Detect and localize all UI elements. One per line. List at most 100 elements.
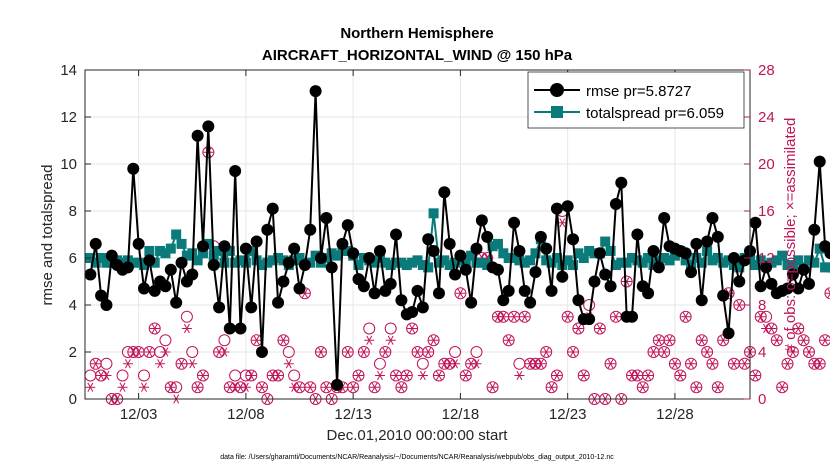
obs-possible-point (100, 357, 113, 370)
rmse-point (357, 280, 370, 293)
obs-assimilated-point (621, 276, 632, 287)
asterisk-stroke (757, 312, 764, 322)
totalspread-point (412, 255, 423, 266)
asterisk-stroke (189, 359, 196, 369)
asterisk-stroke (709, 359, 716, 369)
totalspread-point (171, 229, 182, 240)
obs-assimilated-point (294, 382, 305, 392)
obs-possible-point (218, 334, 231, 347)
obs-assimilated-point (691, 382, 702, 392)
legend-box (527, 71, 745, 129)
asterisk-stroke (516, 370, 523, 381)
obs-assimilated-point (305, 382, 316, 392)
obs-possible-point (422, 346, 435, 358)
obs-possible-point (706, 357, 719, 370)
totalspread-point (712, 253, 723, 263)
obs-assimilated-point (187, 359, 198, 369)
rmse-point (255, 346, 268, 358)
rmse-point (406, 306, 419, 319)
asterisk-stroke (366, 335, 373, 345)
totalspread-point (541, 255, 552, 266)
asterisk-stroke (612, 312, 619, 322)
totalspread-point (326, 248, 337, 259)
x-axis-label: Dec.01,2010 00:00:00 start (327, 427, 509, 444)
x-tick-label: 12/23 (549, 406, 587, 423)
y-tick-label: 10 (60, 156, 77, 173)
obs-possible-point (137, 369, 150, 382)
totalspread-point (696, 257, 707, 268)
asterisk-stroke (682, 312, 689, 322)
asterisk-stroke (350, 382, 357, 392)
asterisk-stroke (414, 347, 421, 357)
obs-assimilated-point (149, 323, 160, 334)
obs-assimilated-point (278, 335, 289, 345)
rmse-point (824, 247, 830, 260)
obs-assimilated-point (176, 359, 187, 369)
totalspread-point (600, 236, 611, 247)
obs-assimilated-point (535, 359, 546, 369)
y-tick-label: 0 (69, 391, 77, 408)
asterisk-stroke (237, 382, 244, 392)
asterisk-stroke (452, 359, 458, 369)
asterisk-stroke (216, 347, 223, 357)
obs-assimilated-point (460, 370, 471, 381)
plot-frame (84, 69, 751, 400)
asterisk-stroke (704, 347, 711, 357)
obs-assimilated-point (782, 359, 793, 369)
obs-possible-point (668, 357, 681, 370)
totalspread-point (423, 262, 434, 273)
asterisk-stroke (779, 382, 786, 392)
rmse-point (727, 252, 740, 264)
totalspread-point (659, 253, 670, 263)
totalspread-point (610, 260, 621, 271)
obs-possible-point (175, 357, 188, 370)
totalspread-point (165, 243, 176, 254)
rmse-point (786, 268, 799, 281)
asterisk-stroke (436, 370, 442, 381)
rmse-point (583, 313, 596, 326)
asterisk-stroke (575, 323, 582, 334)
asterisk-stroke (505, 335, 512, 345)
obs-possible-point (620, 275, 633, 288)
totalspread-point (144, 245, 155, 256)
rmse-point (186, 268, 199, 281)
obs-assimilated-point (498, 312, 509, 322)
obs-possible-point (770, 334, 783, 347)
asterisk-stroke (446, 359, 453, 369)
rmse-point (132, 237, 145, 250)
totalspread-point (755, 255, 766, 266)
rmse-point (105, 249, 118, 262)
rmse-point (631, 228, 644, 241)
obs-assimilated-point (814, 359, 825, 369)
obs-assimilated-point (820, 335, 830, 345)
obs-possible-point (288, 369, 301, 382)
obs-assimilated-point (450, 359, 461, 369)
obs-possible-point (186, 346, 199, 358)
rmse-point (121, 261, 134, 274)
obs-possible-point (459, 369, 472, 382)
totalspread-point (573, 248, 584, 259)
rmse-point (518, 284, 531, 297)
obs-assimilated-point (696, 335, 707, 345)
asterisk-stroke (425, 347, 432, 357)
totalspread-point (803, 255, 814, 266)
asterisk-stroke (130, 347, 137, 357)
asterisk-stroke (554, 370, 560, 381)
rmse-point (706, 212, 719, 225)
totalspread-point (707, 255, 718, 266)
totalspread-point (433, 257, 444, 268)
obs-possible-point (754, 310, 767, 323)
x-tick-label: 12/03 (120, 406, 158, 423)
obs-assimilated-point (777, 382, 788, 392)
obs-assimilated-point (798, 335, 809, 345)
totalspread-point (562, 255, 573, 266)
obs-assimilated-point (519, 312, 530, 322)
rmse-point (137, 282, 150, 295)
rmse-point (207, 259, 220, 272)
obs-possible-point (824, 287, 830, 300)
asterisk-stroke (387, 335, 394, 345)
totalspread-point (771, 255, 782, 266)
totalspread-point (256, 260, 267, 271)
totalspread-point (825, 262, 830, 273)
asterisk-stroke (688, 359, 694, 369)
